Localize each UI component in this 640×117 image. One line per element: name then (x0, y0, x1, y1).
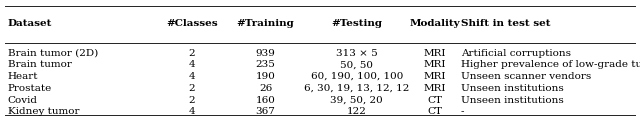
Text: -: - (461, 107, 464, 116)
Text: 39, 50, 20: 39, 50, 20 (330, 96, 383, 104)
Text: MRI: MRI (424, 72, 447, 81)
Text: Unseen institutions: Unseen institutions (461, 96, 564, 104)
Text: 313 × 5: 313 × 5 (336, 49, 378, 58)
Text: MRI: MRI (424, 84, 447, 93)
Text: Dataset: Dataset (8, 19, 52, 28)
Text: 50, 50: 50, 50 (340, 60, 373, 69)
Text: Shift in test set: Shift in test set (461, 19, 550, 28)
Text: 939: 939 (255, 49, 276, 58)
Text: CT: CT (428, 96, 443, 104)
Text: #Training: #Training (237, 19, 294, 28)
Text: 2: 2 (189, 96, 195, 104)
Text: Kidney tumor: Kidney tumor (8, 107, 79, 116)
Text: Heart: Heart (8, 72, 38, 81)
Text: MRI: MRI (424, 49, 447, 58)
Text: 190: 190 (255, 72, 276, 81)
Text: #Testing: #Testing (332, 19, 382, 28)
Text: MRI: MRI (424, 60, 447, 69)
Text: 367: 367 (255, 107, 276, 116)
Text: Covid: Covid (8, 96, 38, 104)
Text: 4: 4 (189, 60, 195, 69)
Text: Unseen scanner vendors: Unseen scanner vendors (461, 72, 591, 81)
Text: 4: 4 (189, 107, 195, 116)
Text: 4: 4 (189, 72, 195, 81)
Text: Prostate: Prostate (8, 84, 52, 93)
Text: Modality: Modality (410, 19, 461, 28)
Text: 2: 2 (189, 84, 195, 93)
Text: Brain tumor (2D): Brain tumor (2D) (8, 49, 98, 58)
Text: #Classes: #Classes (166, 19, 218, 28)
Text: Higher prevalence of low-grade tumors: Higher prevalence of low-grade tumors (461, 60, 640, 69)
Text: Brain tumor: Brain tumor (8, 60, 72, 69)
Text: 2: 2 (189, 49, 195, 58)
Text: Artificial corruptions: Artificial corruptions (461, 49, 571, 58)
Text: 122: 122 (347, 107, 367, 116)
Text: 235: 235 (255, 60, 276, 69)
Text: 6, 30, 19, 13, 12, 12: 6, 30, 19, 13, 12, 12 (304, 84, 410, 93)
Text: 160: 160 (255, 96, 276, 104)
Text: CT: CT (428, 107, 443, 116)
Text: Unseen institutions: Unseen institutions (461, 84, 564, 93)
Text: 26: 26 (259, 84, 272, 93)
Text: 60, 190, 100, 100: 60, 190, 100, 100 (310, 72, 403, 81)
